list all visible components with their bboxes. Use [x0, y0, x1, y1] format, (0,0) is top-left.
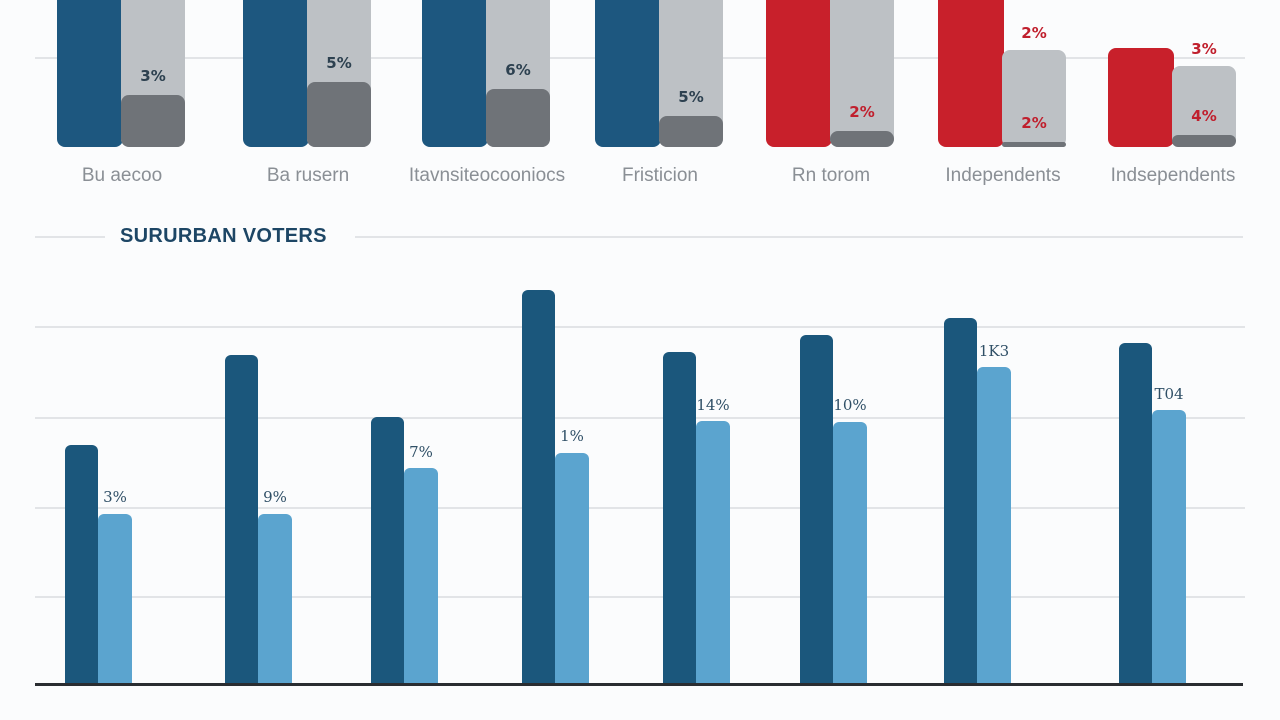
light-bar — [258, 514, 292, 684]
dark-bar — [522, 290, 555, 684]
data-label: 9% — [263, 488, 287, 506]
data-label: 1% — [560, 427, 584, 445]
light-bar — [404, 468, 438, 684]
category-label: Rn torom — [791, 165, 871, 186]
secondary-background-bar — [830, 0, 894, 147]
data-label: 5% — [678, 88, 704, 106]
data-label: 10% — [833, 396, 867, 414]
gridline — [35, 507, 1245, 509]
data-label: 5% — [326, 54, 352, 72]
dark-bar — [225, 355, 258, 684]
secondary-bar — [121, 95, 185, 147]
data-label: 3% — [140, 67, 166, 85]
data-label: T04 — [1154, 385, 1184, 403]
light-bar — [977, 367, 1011, 684]
data-label: 14% — [696, 396, 730, 414]
dark-bar — [800, 335, 833, 684]
primary-bar — [243, 0, 309, 147]
secondary-bar — [307, 82, 371, 147]
secondary-bar — [659, 116, 723, 147]
chart-title: SURURBAN VOTERS — [120, 225, 327, 247]
light-bar — [555, 453, 589, 684]
secondary-bar — [830, 131, 894, 147]
secondary-bar — [1172, 135, 1236, 147]
light-bar — [1152, 410, 1186, 684]
data-label: 3% — [103, 488, 127, 506]
gridline — [35, 326, 1245, 328]
upper-data-label: 3% — [1191, 40, 1217, 58]
category-label: Indsependents — [1110, 165, 1236, 186]
primary-bar — [595, 0, 661, 147]
gridline — [35, 417, 1245, 419]
secondary-background-bar — [1002, 50, 1066, 147]
dark-bar — [371, 417, 404, 684]
dark-bar — [944, 318, 977, 684]
primary-bar — [422, 0, 488, 147]
category-label: Fristicion — [621, 165, 698, 186]
data-label: 2% — [849, 103, 875, 121]
light-bar — [833, 422, 867, 684]
secondary-bar — [1002, 142, 1066, 147]
data-label: 4% — [1191, 107, 1217, 125]
data-label: 1K3 — [978, 342, 1010, 360]
light-bar — [98, 514, 132, 684]
title-rule-left — [35, 236, 105, 238]
primary-bar — [57, 0, 123, 147]
category-label: Itavnsiteocooniocs — [408, 165, 566, 186]
gridline — [35, 596, 1245, 598]
secondary-background-bar — [1172, 66, 1236, 147]
light-bar — [696, 421, 730, 684]
category-label: Bu aecoo — [81, 165, 163, 186]
primary-bar — [938, 0, 1004, 147]
category-label: Ba rusern — [266, 165, 350, 186]
dark-bar — [65, 445, 98, 684]
dark-bar — [663, 352, 696, 684]
title-rule-right — [355, 236, 1243, 238]
upper-data-label: 2% — [1021, 24, 1047, 42]
x-axis — [35, 683, 1243, 686]
data-label: 7% — [409, 443, 433, 461]
dark-bar — [1119, 343, 1152, 684]
secondary-bar — [486, 89, 550, 147]
primary-bar — [1108, 48, 1174, 147]
bottom-chart — [0, 200, 1280, 720]
data-label: 6% — [505, 61, 531, 79]
data-label: 2% — [1021, 114, 1047, 132]
primary-bar — [766, 0, 832, 147]
category-label: Independents — [945, 165, 1061, 186]
